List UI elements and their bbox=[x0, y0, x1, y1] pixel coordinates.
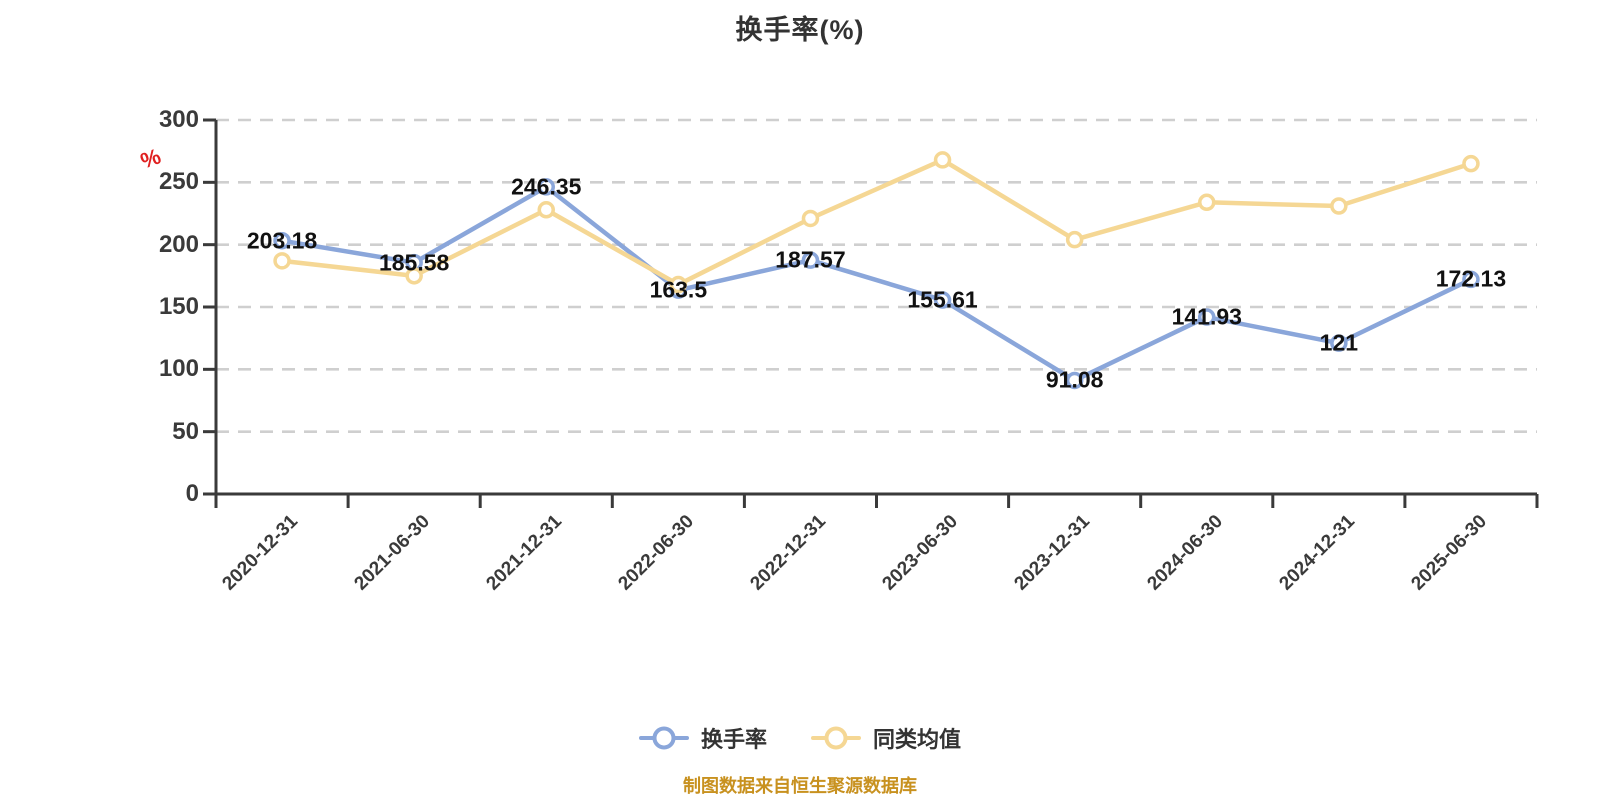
line-circle-marker-icon bbox=[638, 725, 689, 751]
y-axis-label: 250 bbox=[158, 168, 199, 196]
data-point-marker bbox=[1330, 197, 1348, 215]
y-axis-label: 300 bbox=[158, 106, 199, 133]
data-point-marker bbox=[1198, 193, 1216, 212]
y-axis-label: 50 bbox=[172, 417, 199, 445]
data-point-marker bbox=[273, 231, 291, 250]
average-line bbox=[279, 157, 1474, 287]
data-point-marker bbox=[1462, 154, 1480, 173]
y-axis-label: 200 bbox=[158, 230, 199, 258]
data-point-marker bbox=[1065, 230, 1084, 249]
data-point-label: 187.57 bbox=[775, 246, 846, 273]
chart-title: 换手率(%) bbox=[735, 15, 865, 45]
data-point-marker bbox=[801, 209, 820, 228]
data-point-label: 163.5 bbox=[649, 276, 708, 303]
legend: 换手率 同类均值 bbox=[0, 722, 1600, 754]
data-point-marker bbox=[1198, 308, 1216, 326]
data-point-label: 246.35 bbox=[511, 173, 582, 200]
legend-item-turnover[interactable]: 换手率 bbox=[638, 722, 767, 754]
data-point-label: 203.18 bbox=[246, 227, 318, 254]
data-point-marker bbox=[405, 267, 423, 285]
line-circle-marker-icon bbox=[811, 725, 861, 751]
data-point-label: 155.61 bbox=[907, 286, 978, 313]
legend-label-turnover: 换手率 bbox=[700, 727, 767, 752]
data-point-marker bbox=[801, 251, 820, 269]
data-point-label: 91.08 bbox=[1045, 366, 1104, 393]
data-point-marker bbox=[537, 178, 555, 196]
y-axis-label: 100 bbox=[158, 355, 199, 383]
data-point-label: 121 bbox=[1319, 329, 1359, 356]
y-axis-label: 0 bbox=[185, 480, 199, 507]
data-point-label: 185.58 bbox=[378, 249, 450, 276]
data-point-marker bbox=[1462, 270, 1480, 289]
data-point-marker bbox=[933, 291, 952, 309]
data-source-caption: 制图数据来自恒生聚源数据库 bbox=[683, 776, 917, 796]
data-point-marker bbox=[933, 151, 952, 169]
turnover-line bbox=[279, 184, 1474, 383]
data-point-marker bbox=[1065, 371, 1084, 390]
data-point-marker bbox=[1330, 334, 1348, 352]
data-point-label: 141.93 bbox=[1171, 303, 1242, 330]
data-point-label: 172.13 bbox=[1435, 265, 1507, 292]
data-point-marker bbox=[537, 201, 555, 219]
legend-item-category-average[interactable]: 同类均值 bbox=[811, 722, 961, 754]
y-axis-label: 150 bbox=[158, 293, 199, 320]
legend-label-category-average: 同类均值 bbox=[873, 727, 962, 752]
data-point-marker bbox=[273, 252, 291, 270]
data-point-marker bbox=[669, 275, 688, 294]
